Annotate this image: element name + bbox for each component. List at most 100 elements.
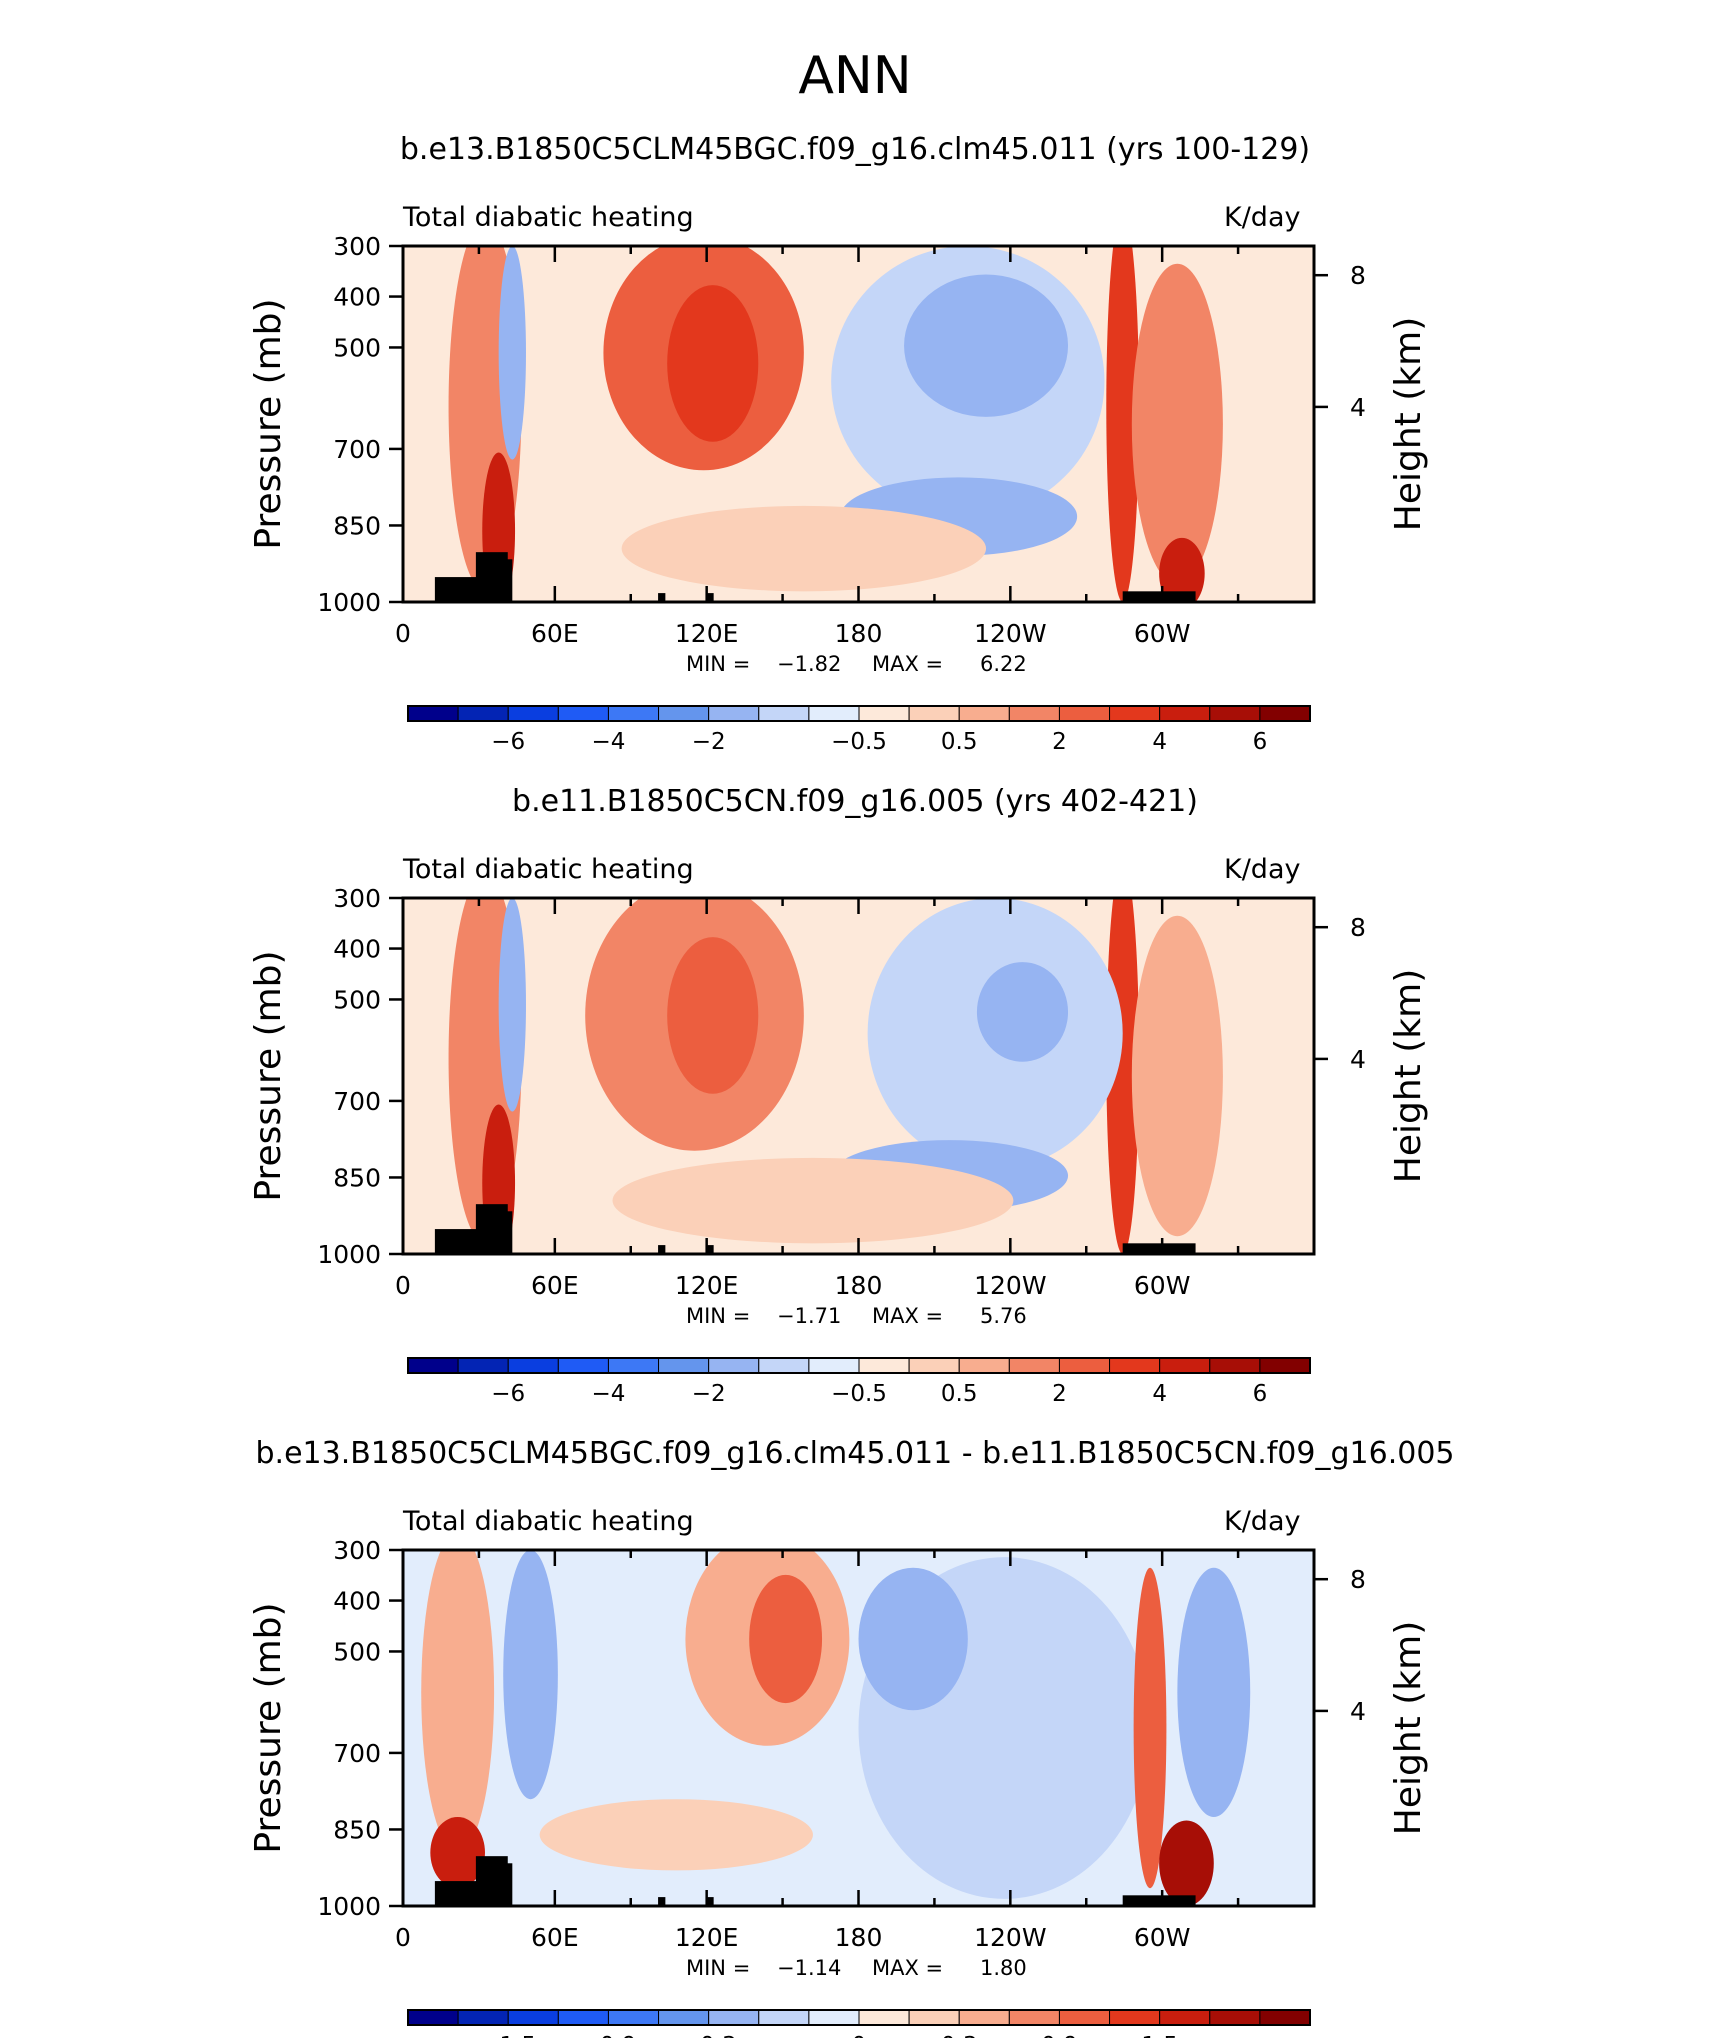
contour-field (403, 246, 1314, 602)
x-tick-label: 0 (395, 619, 411, 648)
colorbar-swatch (607, 2009, 660, 2026)
max-value: 5.76 (980, 1304, 1027, 1328)
x-tick-label: 120W (974, 619, 1046, 648)
max-value: 6.22 (980, 652, 1027, 676)
x-tick-label: 120E (675, 1271, 739, 1300)
colorbar-swatch (958, 2009, 1010, 2026)
colorbar-swatch (808, 1357, 860, 1374)
colorbar-swatch (507, 1357, 559, 1374)
y-right-tick-label: 8 (1350, 913, 1366, 942)
colorbar-swatch (1058, 1357, 1111, 1374)
colorbar-frame (407, 1357, 1311, 1374)
colorbar-swatch (1109, 1357, 1161, 1374)
contour-region (904, 274, 1069, 417)
colorbar-label: 0.3 (941, 2033, 978, 2038)
panel-title: b.e13.B1850C5CLM45BGC.f09_g16.clm45.011 … (255, 1436, 1454, 1471)
colorbar-swatch (908, 2009, 960, 2026)
x-tick-label: 180 (835, 619, 883, 648)
colorbar-swatch (1209, 1357, 1261, 1374)
x-tick-label: 0 (395, 1923, 411, 1952)
colorbar: −1.5 −0.9 −0.3 0 0.3 0.9 1.5 (407, 2009, 1311, 2038)
y-axis-right-title: Height (km) (1388, 1621, 1429, 1835)
topography-mask (706, 1897, 714, 1906)
colorbar-swatch (407, 1357, 459, 1374)
y-tick-label: 300 (333, 1536, 381, 1565)
colorbar-label: −2 (692, 1381, 726, 1407)
colorbar-frame (407, 2009, 1311, 2026)
y-tick-label: 500 (333, 1637, 381, 1666)
colorbar: −6 −4 −2 −0.5 0.5 2 4 6 (407, 1357, 1311, 1407)
colorbar-swatch (407, 2009, 459, 2026)
x-tick-label: 60W (1134, 1271, 1191, 1300)
colorbar-swatch (1159, 1357, 1211, 1374)
min-value: −1.14 (777, 1956, 841, 1980)
panel-title: b.e11.B1850C5CN.f09_g16.005 (yrs 402-421… (512, 784, 1198, 819)
y-tick-label: 1000 (317, 1892, 381, 1921)
contour-region (612, 1157, 1014, 1244)
y-right-tick-label: 4 (1350, 393, 1366, 422)
colorbar-swatch (708, 2009, 760, 2026)
x-tick-label: 60E (531, 619, 579, 648)
min-label: MIN = (686, 1956, 750, 1980)
colorbar-swatch (908, 1357, 960, 1374)
colorbar-label: 6 (1253, 1381, 1268, 1407)
x-tick-label: 60W (1134, 1923, 1191, 1952)
contour-region (749, 1574, 823, 1704)
colorbar-label: −0.5 (831, 729, 887, 755)
left-string: Total diabatic heating (402, 202, 694, 233)
colorbar-label: −6 (491, 729, 525, 755)
colorbar-swatch (407, 705, 459, 722)
topography-mask (706, 593, 714, 602)
colorbar-swatch (1008, 1357, 1060, 1374)
colorbar-swatch (1209, 2009, 1261, 2026)
colorbar-label: −2 (692, 729, 726, 755)
min-label: MIN = (686, 1304, 750, 1328)
topography-mask (1122, 1895, 1196, 1906)
colorbar-label: −0.9 (581, 2033, 637, 2038)
y-axis-right-title: Height (km) (1388, 969, 1429, 1183)
contour-region (1159, 1820, 1214, 1906)
colorbar-swatch (708, 1357, 760, 1374)
topography-mask (489, 1211, 513, 1254)
contour-region (621, 505, 987, 592)
x-tick-label: 120W (974, 1923, 1046, 1952)
y-tick-label: 700 (333, 1087, 381, 1116)
y-tick-label: 500 (333, 985, 381, 1014)
contour-region (498, 898, 526, 1112)
topography-mask (489, 559, 513, 602)
colorbar-swatch (758, 2009, 810, 2026)
y-tick-label: 300 (333, 884, 381, 913)
x-tick-label: 120E (675, 1923, 739, 1952)
x-tick-label: 180 (835, 1271, 883, 1300)
y-axis-title: Pressure (mb) (248, 1602, 289, 1853)
colorbar-label: 2 (1052, 1381, 1067, 1407)
colorbar-label: 0.9 (1041, 2033, 1078, 2038)
units-label: K/day (1224, 1506, 1300, 1537)
colorbar-swatch (758, 1357, 810, 1374)
y-axis-title: Pressure (mb) (248, 950, 289, 1201)
y-right-tick-label: 8 (1350, 261, 1366, 290)
colorbar-label: 0 (852, 2033, 867, 2038)
colorbar-swatch (958, 705, 1010, 722)
max-value: 1.80 (980, 1956, 1027, 1980)
max-label: MAX = (872, 1304, 943, 1328)
y-right-tick-label: 8 (1350, 1565, 1366, 1594)
x-tick-label: 60E (531, 1271, 579, 1300)
topography-mask (658, 1897, 666, 1906)
colorbar-swatch (457, 1357, 509, 1374)
x-tick-label: 0 (395, 1271, 411, 1300)
colorbar-swatch (658, 1357, 710, 1374)
y-tick-label: 850 (333, 511, 381, 540)
y-tick-label: 850 (333, 1815, 381, 1844)
contour-region (667, 937, 759, 1094)
colorbar-label: −0.5 (831, 1381, 887, 1407)
colorbar-label: 4 (1152, 1381, 1167, 1407)
panel-3: b.e13.B1850C5CLM45BGC.f09_g16.clm45.011 … (248, 1436, 1455, 2038)
contour-region (1131, 263, 1223, 585)
colorbar-swatch (758, 705, 810, 722)
colorbar-label: 4 (1152, 729, 1167, 755)
colorbar-swatch (808, 705, 860, 722)
contour-region (1177, 1567, 1251, 1817)
colorbar-swatch (457, 2009, 509, 2026)
colorbar-swatch (507, 2009, 559, 2026)
